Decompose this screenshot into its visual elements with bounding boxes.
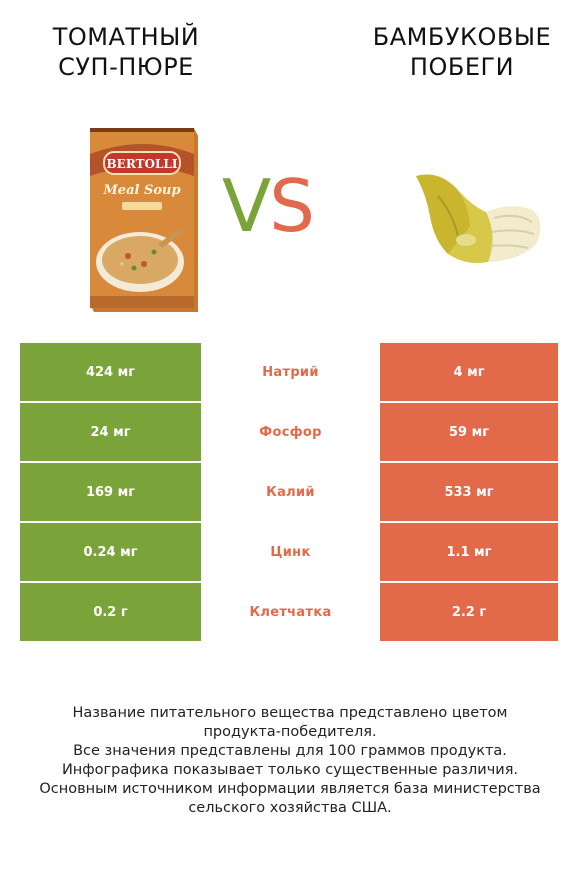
left-value: 169 мг (20, 462, 201, 523)
nutrient-name: Клетчатка (201, 582, 380, 643)
soup-package-text: Meal Soup (102, 183, 180, 198)
table-row: 0.2 г Клетчатка 2.2 г (20, 582, 558, 643)
table-row: 24 мг Фосфор 59 мг (20, 402, 558, 463)
vs-label: VS (222, 164, 315, 248)
footer-line: Все значения представлены для 100 граммо… (73, 743, 507, 759)
left-title-line2: СУП-ПЮРЕ (58, 53, 194, 81)
left-value: 0.24 мг (20, 522, 201, 583)
vs-v-letter: V (222, 164, 271, 248)
table-row: 169 мг Калий 533 мг (20, 462, 558, 523)
table-row: 0.24 мг Цинк 1.1 мг (20, 522, 558, 583)
table-row: 424 мг Натрий 4 мг (20, 343, 558, 403)
right-value: 533 мг (380, 462, 558, 523)
soup-brand-label: BERTOLLI (107, 157, 178, 171)
right-value: 4 мг (380, 343, 558, 403)
comparison-table: 424 мг Натрий 4 мг 24 мг Фосфор 59 мг 16… (20, 343, 558, 643)
right-title-line2: ПОБЕГИ (409, 53, 515, 81)
tomato-soup-box-image: BERTOLLI Meal Soup (90, 128, 198, 312)
nutrient-name: Цинк (201, 522, 380, 583)
right-title-line1: БАМБУКОВЫЕ (372, 23, 552, 51)
vs-s-letter: S (269, 164, 315, 248)
footer-notes: Название питательного вещества представл… (20, 704, 560, 818)
left-value: 0.2 г (20, 582, 201, 643)
footer-line: Название питательного вещества представл… (72, 705, 508, 721)
left-value: 424 мг (20, 343, 201, 403)
footer-line: Инфографика показывает только существенн… (61, 762, 519, 778)
left-product-title: ТОМАТНЫЙ СУП-ПЮРЕ (16, 22, 236, 82)
bamboo-shoot-image (416, 174, 541, 263)
right-value: 1.1 мг (380, 522, 558, 583)
nutrient-name: Фосфор (201, 402, 380, 463)
nutrient-name: Калий (201, 462, 380, 523)
left-value: 24 мг (20, 402, 201, 463)
right-value: 59 мг (380, 402, 558, 463)
footer-line: продукта-победителя. (203, 724, 377, 740)
right-value: 2.2 г (380, 582, 558, 643)
footer-line: Основным источником информации является … (39, 781, 541, 797)
right-product-title: БАМБУКОВЫЕ ПОБЕГИ (352, 22, 572, 82)
footer-line: сельского хозяйства США. (188, 800, 392, 816)
left-title-line1: ТОМАТНЫЙ (52, 23, 200, 51)
nutrient-name: Натрий (201, 343, 380, 403)
